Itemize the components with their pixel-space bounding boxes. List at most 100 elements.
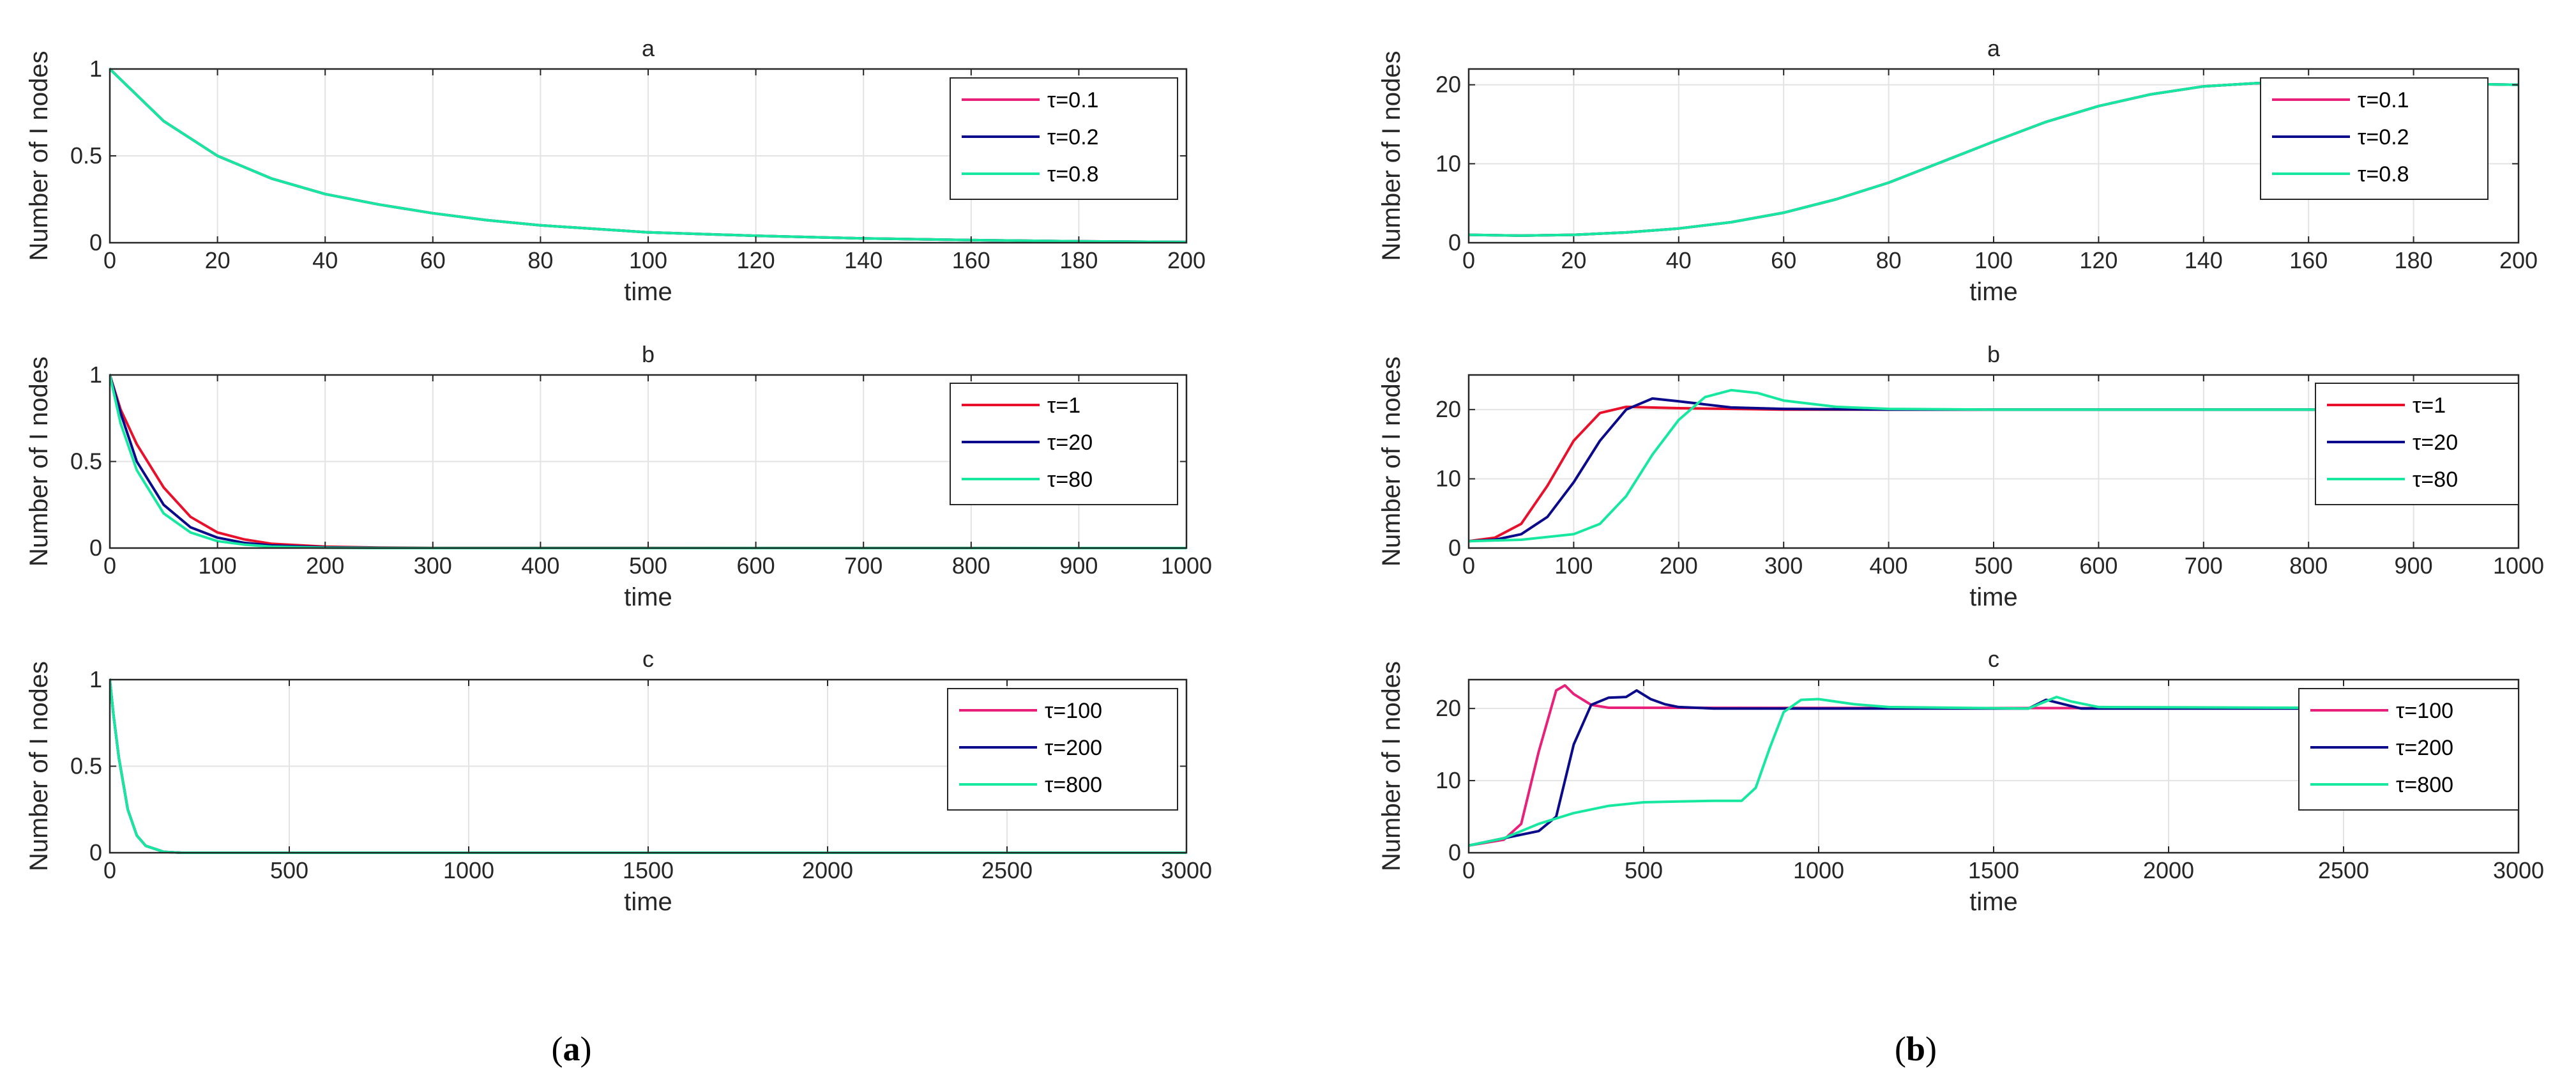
caption-open-paren: (	[1895, 1030, 1906, 1068]
series-line-3	[1469, 388, 2519, 543]
x-tick-label: 2500	[2318, 857, 2369, 883]
chart-title: b	[1987, 341, 2000, 367]
x-axis-label: time	[624, 888, 672, 916]
chart-title: a	[642, 35, 655, 61]
x-tick-label: 180	[1059, 247, 1098, 273]
y-tick-label: 20	[1436, 695, 1461, 721]
series-line-3	[1469, 696, 2519, 847]
chart-b2: 0 100 200 300 400 500 600 700 800 900 1000 0 10 20 b ti…	[1377, 341, 2544, 611]
x-tick-label: 2000	[2143, 857, 2194, 883]
x-tick-label: 140	[844, 247, 883, 273]
panel-caption-a: (a)	[552, 1030, 592, 1068]
x-tick-label: 0	[103, 247, 116, 273]
legend-box	[950, 383, 1178, 505]
x-tick-label: 500	[629, 553, 667, 579]
x-tick-label: 300	[1764, 553, 1803, 579]
x-tick-label: 1500	[623, 857, 674, 883]
x-axis-label: time	[1969, 888, 2018, 916]
chart-b3: 0 500 1000 1500 2000 2500 3000 0 10 20 c time Number…	[1377, 646, 2544, 916]
y-tick-label: 20	[1436, 396, 1461, 422]
x-tick-label: 0	[103, 857, 116, 883]
x-tick-label: 500	[270, 857, 308, 883]
x-axis-label: time	[624, 583, 672, 611]
y-tick-label: 0	[89, 535, 102, 561]
x-tick-label: 500	[1625, 857, 1663, 883]
legend-entry-label: τ=800	[1045, 773, 1102, 797]
x-tick-label: 200	[306, 553, 344, 579]
x-tick-label: 100	[629, 247, 667, 273]
y-tick-label: 0.5	[70, 753, 102, 779]
legend: τ=100 τ=200 τ=800	[2298, 688, 2519, 811]
y-tick-label: 0	[1448, 839, 1461, 866]
y-axis-label: Number of I nodes	[25, 50, 53, 261]
chart-title: a	[1987, 35, 2001, 61]
x-tick-label: 400	[1870, 553, 1908, 579]
x-tick-label: 0	[1462, 857, 1475, 883]
y-tick-label: 10	[1436, 767, 1461, 793]
legend-entry-label: τ=100	[2396, 699, 2453, 723]
x-tick-label: 40	[312, 247, 338, 273]
x-tick-label: 80	[1876, 247, 1902, 273]
y-axis-label: Number of I nodes	[25, 661, 53, 871]
x-tick-label: 600	[2079, 553, 2118, 579]
legend-entry-label: τ=1	[2413, 393, 2446, 418]
y-axis-label: Number of I nodes	[25, 356, 53, 567]
chart-a3: 0 500 1000 1500 2000 2500 3000 0 0.5 1 c time Number…	[25, 646, 1212, 916]
y-axis-label: Number of I nodes	[1377, 661, 1405, 871]
legend: τ=100 τ=200 τ=800	[947, 688, 1178, 811]
chart-b1: 0 20 40 60 80 100 120 140 160 180 200 0 10 20 a time Num…	[1377, 35, 2538, 306]
x-tick-label: 600	[737, 553, 775, 579]
panel-caption-b: (b)	[1895, 1030, 1937, 1068]
legend-entry-label: τ=80	[1047, 468, 1093, 492]
x-tick-label: 120	[737, 247, 775, 273]
x-tick-label: 200	[1167, 247, 1206, 273]
x-tick-label: 140	[2185, 247, 2223, 273]
legend-entry-label: τ=800	[2396, 773, 2453, 797]
x-tick-label: 900	[1059, 553, 1098, 579]
legend-box	[2260, 77, 2489, 200]
legend: τ=1 τ=20 τ=80	[950, 383, 1178, 505]
caption-close-paren: )	[1925, 1030, 1937, 1068]
x-tick-label: 20	[1561, 247, 1586, 273]
legend-box	[950, 77, 1178, 200]
x-tick-label: 1000	[1793, 857, 1844, 883]
legend-entry-label: τ=80	[2413, 468, 2458, 492]
x-tick-label: 160	[2289, 247, 2328, 273]
x-tick-label: 800	[952, 553, 990, 579]
x-tick-label: 60	[1771, 247, 1796, 273]
caption-open-paren: (	[552, 1030, 563, 1068]
chart-a1: 0 20 40 60 80 100 120 140 160 180 200 0 0.5 1 a time Num…	[25, 35, 1206, 306]
caption-letter: a	[563, 1030, 580, 1068]
x-tick-label: 0	[1462, 553, 1475, 579]
x-tick-label: 300	[414, 553, 452, 579]
x-axis-label: time	[1969, 278, 2018, 306]
y-tick-label: 20	[1436, 72, 1461, 98]
y-tick-label: 10	[1436, 466, 1461, 492]
y-tick-label: 0.5	[70, 448, 102, 475]
legend-entry-label: τ=200	[1045, 736, 1102, 760]
legend-entry-label: τ=20	[1047, 431, 1093, 455]
x-tick-label: 0	[1462, 247, 1475, 273]
x-tick-label: 0	[103, 553, 116, 579]
x-tick-label: 1000	[443, 857, 494, 883]
x-tick-label: 60	[420, 247, 446, 273]
series-line-1	[1469, 684, 2519, 847]
x-tick-label: 700	[2185, 553, 2223, 579]
chart-title: c	[642, 646, 654, 672]
x-tick-label: 20	[205, 247, 231, 273]
legend-entry-label: τ=0.1	[2358, 88, 2409, 112]
y-tick-label: 0.5	[70, 142, 102, 169]
chart-a2: 0 100 200 300 400 500 600 700 800 900 1000 0 0.5 1 b ti…	[25, 341, 1212, 611]
x-tick-label: 3000	[1161, 857, 1212, 883]
x-tick-label: 100	[199, 553, 237, 579]
legend-entry-label: τ=200	[2396, 736, 2453, 760]
x-tick-label: 1500	[1968, 857, 2019, 883]
series-line-2	[1469, 397, 2519, 543]
legend-entry-label: τ=20	[2413, 431, 2458, 455]
caption-close-paren: )	[580, 1030, 592, 1068]
legend-entry-label: τ=0.2	[2358, 125, 2409, 149]
x-tick-label: 800	[2289, 553, 2328, 579]
x-tick-label: 160	[952, 247, 990, 273]
y-tick-label: 0	[1448, 535, 1461, 561]
x-tick-label: 1000	[1161, 553, 1212, 579]
